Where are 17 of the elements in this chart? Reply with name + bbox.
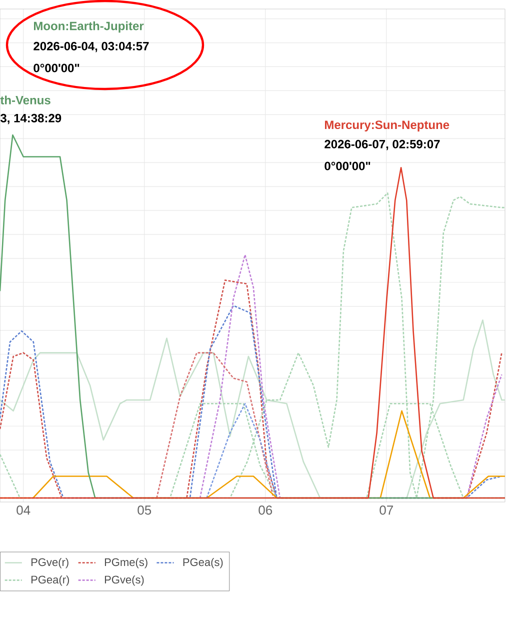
text: 0°00'00" (34, 64, 80, 72)
legend-label: PGve(s) (104, 575, 144, 586)
legend-label: PGve(r) (31, 558, 68, 568)
text: 2026-06-04, 03:04:57 (34, 42, 149, 52)
text: Mercury:Sun-Neptune (324, 120, 450, 132)
text: 3, 14:38:29 (0, 114, 62, 124)
x-tick-label: 07 (380, 506, 393, 515)
annotation: 0°00'00" (324, 162, 370, 170)
annotation: 2026-06-07, 02:59:07 (324, 140, 440, 150)
legend-label: PGea(s) (183, 558, 223, 568)
text: Moon:Earth-Jupiter (34, 21, 144, 33)
x-tick-label: 04 (16, 506, 30, 515)
legend-label: PGme(s) (104, 558, 148, 568)
text: th-Venus (0, 96, 50, 104)
x-tick-label: 06 (258, 506, 272, 515)
x-tick-label: 05 (138, 506, 152, 515)
legend-label: PGea(r) (31, 575, 70, 586)
